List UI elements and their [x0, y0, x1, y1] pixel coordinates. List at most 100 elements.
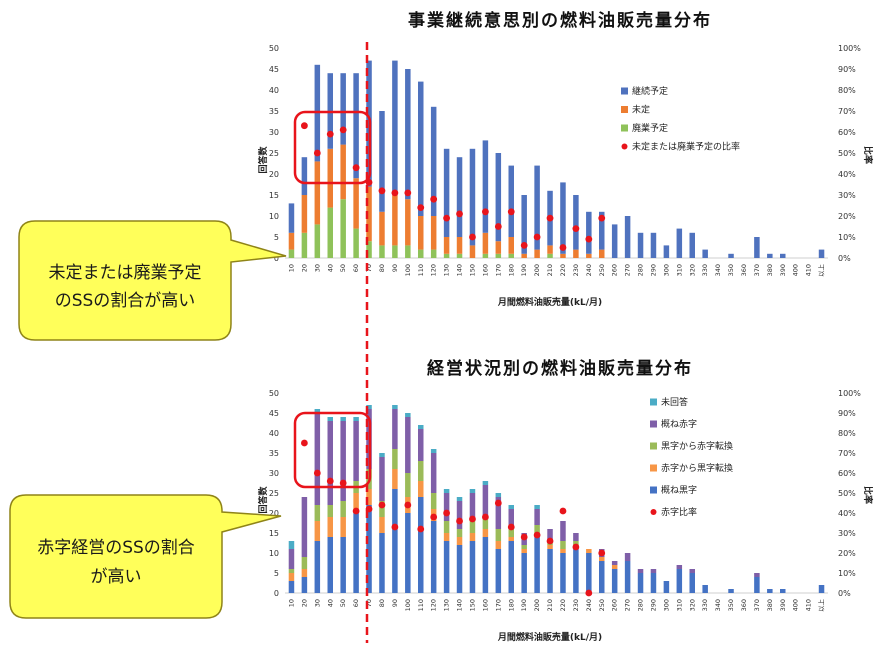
- bar-segment-c2-s5-13: [443, 541, 450, 593]
- bar-segment-c1-s3-4: [327, 207, 333, 258]
- bar-segment-c2-s1-15: [469, 489, 476, 493]
- bar-segment-c1-s1-20: [534, 165, 540, 250]
- y-tick-label: 40: [269, 429, 279, 438]
- ratio-dot-c1-16: [481, 208, 489, 216]
- callout-top-line-1: 未定または廃業予定: [49, 263, 202, 283]
- ratio-dot-c2-21: [546, 537, 554, 545]
- callout-bottom-line-1: 赤字経営のSSの割合: [37, 538, 195, 558]
- y2-tick-label: 10%: [838, 569, 856, 578]
- bar-segment-c1-s1-39: [780, 253, 786, 258]
- bar-segment-c2-s5-24: [586, 553, 592, 593]
- bar-segment-c1-s1-24: [586, 211, 592, 254]
- x-tick-label: 50: [339, 599, 347, 607]
- y-tick-label: 25: [269, 489, 279, 498]
- bar-segment-c1-s1-33: [702, 249, 708, 258]
- bar-segment-c1-s2-5: [340, 144, 346, 200]
- bar-segment-c1-s2-20: [534, 249, 540, 258]
- legend-label: 継続予定: [632, 85, 668, 97]
- bar-segment-c2-s5-14: [456, 545, 463, 593]
- x-tick-label: 40: [326, 599, 334, 607]
- bar-segment-c1-s1-26: [611, 224, 618, 258]
- x-tick-label: 90: [391, 264, 399, 272]
- bar-segment-c2-s3-1: [288, 569, 295, 573]
- bar-segment-c1-s3-9: [392, 245, 398, 258]
- y-tick-label: 45: [269, 65, 279, 74]
- x-tick-label: 20: [300, 599, 308, 607]
- bar-segment-c1-s1-15: [469, 148, 476, 246]
- bar-segment-c2-s5-1: [288, 581, 295, 593]
- bar-segment-c2-s5-11: [418, 497, 424, 593]
- y2-tick-label: 90%: [838, 409, 856, 418]
- bar-segment-c1-s1-11: [418, 81, 424, 216]
- bar-segment-c2-s5-8: [379, 533, 385, 593]
- bar-segment-c2-s4-6: [353, 493, 359, 513]
- x-tick-label: 400: [792, 599, 800, 611]
- ratio-dot-c1-5: [339, 126, 347, 134]
- y2-tick-label: 50%: [838, 489, 856, 498]
- x-tick-label: 170: [494, 599, 502, 611]
- x-tick-label: 100: [404, 264, 412, 276]
- ratio-dot-c1-19: [520, 242, 528, 249]
- bar-segment-c1-s3-11: [418, 249, 424, 258]
- bar-segment-c2-s1-17: [495, 493, 502, 497]
- chart-2: 経営状況別の燃料油販売量分布 0 5 10 15 20 25 30 35 40 45 50 0% 10% 2…: [257, 358, 874, 643]
- y2-tick-label: 30%: [838, 191, 856, 200]
- bar-segment-c2-s2-6: [353, 421, 359, 481]
- x-tick-label: 120: [430, 599, 438, 611]
- x-tick-label: 190: [520, 264, 528, 276]
- bar-segment-c2-s2-9: [392, 409, 398, 449]
- bar-segment-c1-s3-6: [353, 228, 359, 258]
- bar-segment-c1-s3-2: [301, 232, 308, 258]
- x-tick-label: 240: [585, 599, 593, 611]
- x-tick-label: 120: [430, 264, 438, 276]
- bar-segment-c1-s2-21: [547, 245, 553, 254]
- x-tick-label: 130: [443, 264, 451, 276]
- x-tick-label: 290: [649, 264, 657, 276]
- y2-tick-label: 80%: [838, 86, 856, 95]
- y2-tick-label: 10%: [838, 233, 856, 242]
- legend-marker-dot: [650, 509, 657, 515]
- x-tick-label: 260: [611, 599, 619, 611]
- y-tick-label: 5: [274, 233, 279, 242]
- x-tick-label: 10: [287, 264, 295, 272]
- x-tick-label: 以上: [817, 599, 826, 613]
- legend-label: 概ね赤字: [661, 418, 697, 430]
- y-tick-label: 0: [274, 589, 279, 598]
- legend-label: 未定または廃業予定の比率: [632, 141, 740, 153]
- bar-segment-c2-s4-21: [547, 545, 553, 549]
- bar-segment-c1-s1-19: [521, 195, 527, 254]
- bar-segment-c1-s3-16: [482, 253, 489, 258]
- bar-segment-c2-s2-31: [676, 565, 683, 569]
- bar-segment-c1-s2-13: [443, 237, 450, 254]
- x-tick-label: 190: [520, 599, 528, 611]
- bar-segment-c1-s1-22: [560, 182, 566, 254]
- ratio-dot-c1-25: [598, 214, 606, 222]
- bar-segment-c2-s4-14: [456, 537, 463, 545]
- y-tick-label: 20: [269, 509, 279, 518]
- x-tick-label: 60: [352, 264, 360, 272]
- x-tick-label: 320: [688, 599, 696, 611]
- ratio-dot-c1-22: [559, 244, 567, 251]
- bar-segment-c1-s3-8: [379, 245, 385, 258]
- bar-segment-c2-s4-18: [508, 537, 514, 541]
- ratio-dot-c1-8: [378, 187, 386, 195]
- bar-segment-c1-s2-18: [508, 237, 514, 254]
- bar-segment-c1-s1-13: [443, 148, 450, 237]
- x-tick-label: 60: [352, 599, 360, 607]
- bar-segment-c2-s1-1: [288, 541, 295, 549]
- bar-segment-c2-s2-2: [301, 497, 308, 557]
- bar-segment-c2-s3-23: [573, 541, 579, 545]
- x-tick-label: 350: [727, 599, 735, 611]
- bar-segment-c1-s1-9: [392, 60, 398, 195]
- ratio-dot-c2-12: [430, 513, 438, 521]
- x-tick-label: 10: [287, 599, 295, 607]
- x-tick-label: 370: [753, 599, 761, 611]
- bar-segment-c2-s5-22: [560, 553, 566, 593]
- legend-marker-swatch: [621, 124, 628, 132]
- bar-segment-c2-s2-21: [547, 529, 553, 541]
- bar-segment-c2-s4-7: [366, 489, 372, 505]
- bar-segment-c2-s2-11: [418, 429, 424, 461]
- ratio-dot-c2-20: [533, 531, 541, 539]
- x-tick-label: 350: [727, 264, 735, 276]
- bar-segment-c2-s2-4: [327, 421, 333, 505]
